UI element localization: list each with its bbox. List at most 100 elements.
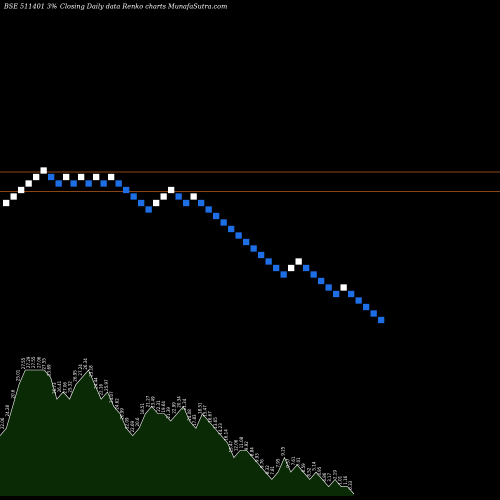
volume-label: 15.47	[203, 405, 208, 417]
volume-label: 23.69	[47, 364, 52, 376]
volume-label: 24.44	[93, 377, 98, 389]
volume-label: 22.31	[156, 400, 161, 412]
renko-brick-down	[303, 264, 310, 272]
renko-brick-up	[33, 173, 40, 181]
renko-brick-up	[3, 199, 10, 207]
renko-brick-down	[243, 238, 250, 246]
volume-label: 24.07	[109, 391, 114, 403]
volume-label: 20.99	[119, 408, 124, 420]
renko-brick-down	[70, 180, 77, 187]
renko-brick-down	[273, 264, 280, 272]
volume-label: 22.69	[130, 420, 135, 432]
volume-label: 9.25	[280, 446, 285, 455]
renko-brick-up	[295, 258, 302, 265]
volume-label: 21.34	[182, 398, 187, 410]
renko-brick-up	[190, 193, 197, 200]
volume-label: 25.32	[68, 381, 73, 393]
volume-outline	[0, 369, 355, 495]
volume-label: 7.01	[296, 457, 301, 466]
volume-label: 21.39	[166, 407, 171, 419]
renko-brick-down	[355, 297, 362, 304]
renko-brick-up	[168, 186, 175, 194]
renko-brick-down	[198, 199, 205, 207]
volume-label: 21.27	[145, 395, 150, 407]
renko-brick-down	[183, 199, 190, 207]
renko-brick-down	[138, 199, 145, 207]
volume-label: 15.47	[229, 440, 234, 452]
renko-brick-down	[370, 310, 377, 317]
renko-brick-down	[318, 277, 325, 285]
volume-label: 27.55	[31, 356, 36, 368]
renko-brick-down	[235, 232, 242, 239]
volume-label: 11.08	[239, 436, 244, 448]
volume-label: 9.93	[255, 453, 260, 462]
volume-label: 8.32	[265, 465, 270, 474]
volume-label: 1.01	[338, 475, 343, 484]
volume-label: 7.61	[291, 456, 296, 465]
renko-brick-down	[280, 271, 287, 278]
renko-brick-down	[175, 193, 182, 200]
renko-brick-down	[310, 271, 317, 278]
volume-label: 25.97	[104, 379, 109, 391]
volume-label: 2.19	[332, 470, 337, 479]
volume-label: 26.95	[73, 370, 78, 382]
volume-label: 20.6	[135, 417, 140, 426]
renko-brick-up	[93, 173, 100, 181]
volume-label: 16.67	[208, 411, 213, 423]
volume-label: 5.14	[312, 461, 317, 470]
renko-brick-down	[228, 225, 235, 233]
volume-label: 24.08	[187, 409, 192, 421]
renko-bricks	[3, 167, 385, 324]
reference-lines	[0, 171, 500, 192]
volume-label: 4.86	[322, 472, 327, 481]
renko-brick-up	[18, 186, 25, 194]
volume-label: 22.09	[125, 417, 130, 429]
renko-brick-up	[63, 173, 70, 181]
renko-brick-down	[265, 258, 272, 265]
renko-brick-up	[340, 284, 347, 291]
renko-brick-down	[85, 180, 92, 187]
renko-brick-down	[348, 290, 355, 298]
volume-label: 20.34	[177, 396, 182, 408]
volume-label: 23.18	[88, 365, 93, 377]
volume-label: 25.01	[16, 369, 21, 381]
renko-brick-down	[378, 316, 385, 324]
renko-brick-down	[258, 251, 265, 259]
volume-label: 22.06	[0, 417, 5, 429]
volume-label: 19.64	[161, 401, 166, 413]
renko-brick-down	[220, 219, 227, 226]
renko-brick-down	[115, 180, 122, 187]
volume-label: 12.06	[234, 439, 239, 451]
volume-panel	[0, 369, 355, 496]
volume-label: 8.84	[249, 447, 254, 456]
renko-brick-down	[213, 212, 220, 220]
volume-label: 17.83	[192, 414, 197, 426]
volume-label: 7.81	[270, 465, 275, 474]
volume-label: 1.16	[343, 475, 348, 484]
volume-label: 20.6	[10, 389, 15, 398]
volume-label: 26.73	[52, 382, 57, 394]
renko-brick-down	[55, 180, 62, 187]
volume-label: 24.62	[114, 398, 119, 410]
volume-label: 18.51	[140, 403, 145, 415]
renko-brick-down	[325, 284, 332, 291]
volume-label: 22.16	[99, 383, 104, 395]
renko-brick-down	[100, 180, 107, 187]
renko-brick-up	[153, 199, 160, 207]
volume-label: 27.24	[78, 364, 83, 376]
volume-label: 9.76	[260, 459, 265, 468]
renko-brick-down	[130, 193, 137, 200]
volume-label: 0.33	[348, 480, 353, 489]
volume-label: 18.51	[197, 402, 202, 414]
renko-brick-up	[288, 264, 295, 272]
volume-label: 14.23	[218, 423, 223, 435]
volume-label: 9.57	[286, 458, 291, 467]
volume-area	[0, 370, 354, 496]
renko-brick-down	[145, 206, 152, 213]
renko-brick-up	[25, 180, 32, 187]
volume-label: 24.28	[5, 405, 10, 417]
volume-label: 3.95	[317, 466, 322, 475]
renko-brick-up	[108, 173, 115, 181]
volume-label: 27.55	[21, 357, 26, 369]
